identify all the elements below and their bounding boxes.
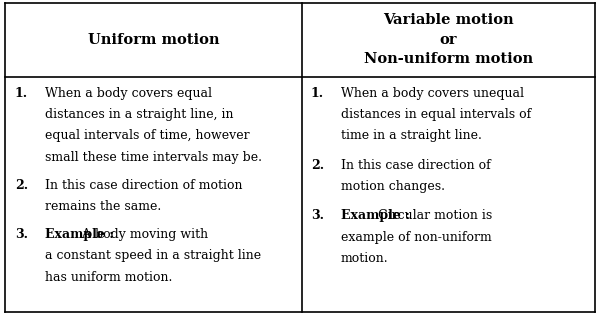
Text: small these time intervals may be.: small these time intervals may be.: [45, 151, 262, 164]
Text: When a body covers equal: When a body covers equal: [45, 87, 212, 100]
Text: 2.: 2.: [15, 179, 28, 192]
Text: Circular motion is: Circular motion is: [374, 209, 493, 222]
Text: Uniform motion: Uniform motion: [88, 33, 219, 47]
Text: 3.: 3.: [311, 209, 324, 222]
Text: motion changes.: motion changes.: [341, 180, 445, 193]
Text: a constant speed in a straight line: a constant speed in a straight line: [45, 249, 261, 262]
Text: has uniform motion.: has uniform motion.: [45, 271, 172, 284]
Text: Variable motion
or
Non-uniform motion: Variable motion or Non-uniform motion: [364, 13, 533, 66]
Text: 3.: 3.: [15, 228, 28, 241]
Text: remains the same.: remains the same.: [45, 200, 161, 213]
Text: distances in equal intervals of: distances in equal intervals of: [341, 108, 531, 121]
Text: 2.: 2.: [311, 159, 324, 172]
Text: Example :: Example :: [45, 228, 114, 241]
Text: example of non-uniform: example of non-uniform: [341, 231, 491, 244]
Text: motion.: motion.: [341, 252, 388, 265]
Text: Example :: Example :: [341, 209, 410, 222]
Text: equal intervals of time, however: equal intervals of time, however: [45, 129, 250, 142]
Text: distances in a straight line, in: distances in a straight line, in: [45, 108, 233, 121]
Text: 1.: 1.: [15, 87, 28, 100]
Text: In this case direction of motion: In this case direction of motion: [45, 179, 242, 192]
Text: In this case direction of: In this case direction of: [341, 159, 491, 172]
Text: A body moving with: A body moving with: [79, 228, 209, 241]
Text: 1.: 1.: [311, 87, 324, 100]
Text: When a body covers unequal: When a body covers unequal: [341, 87, 524, 100]
Text: time in a straight line.: time in a straight line.: [341, 129, 482, 142]
